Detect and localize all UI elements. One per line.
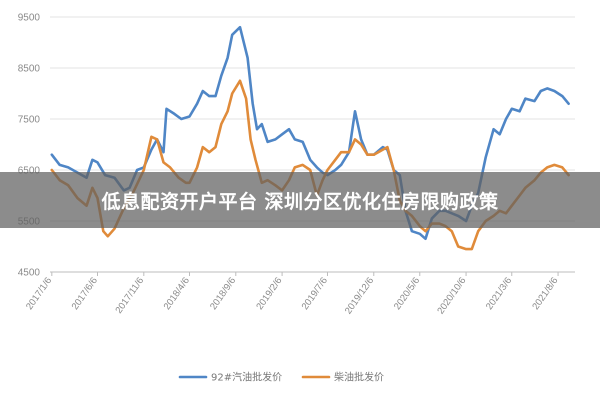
y-tick-label: 6500 xyxy=(18,166,41,177)
chart-legend: 92#汽油批发价 柴油批发价 xyxy=(178,371,384,384)
y-tick-label: 8500 xyxy=(18,64,41,75)
x-tick-label: 2018/9/6 xyxy=(208,275,238,312)
x-tick-label: 2017/6/6 xyxy=(70,275,100,312)
x-tick-label: 2017/1/6 xyxy=(24,275,54,312)
x-tick-label: 2020/10/6 xyxy=(435,275,468,316)
y-tick-label: 7500 xyxy=(18,115,41,126)
x-tick-label: 2017/11/6 xyxy=(113,275,146,315)
headline-title: 低息配资开户平台 深圳分区优化住房限购政策 xyxy=(101,190,499,213)
y-axis-ticks: 950085007500650055004500 xyxy=(18,13,41,279)
x-tick-label: 2020/5/6 xyxy=(392,275,422,312)
x-tick-label: 2019/2/6 xyxy=(254,275,284,312)
x-tick-label: 2019/7/6 xyxy=(300,275,330,312)
x-tick-label: 2021/3/6 xyxy=(484,275,514,312)
x-tick-label: 2018/4/6 xyxy=(162,275,192,312)
x-tick-label: 2019/12/6 xyxy=(343,275,376,316)
legend-label-diesel: 柴油批发价 xyxy=(334,371,384,384)
x-tick-label: 2021/8/6 xyxy=(530,275,560,312)
y-tick-label: 9500 xyxy=(18,13,41,24)
headline-banner: 低息配资开户平台 深圳分区优化住房限购政策 xyxy=(0,172,600,228)
y-tick-label: 4500 xyxy=(18,268,41,279)
x-axis-ticks: 2017/1/6 2017/6/6 2017/11/6 2018/4/6 2018/9/… xyxy=(24,272,561,316)
legend-label-gasoline: 92#汽油批发价 xyxy=(211,371,282,384)
